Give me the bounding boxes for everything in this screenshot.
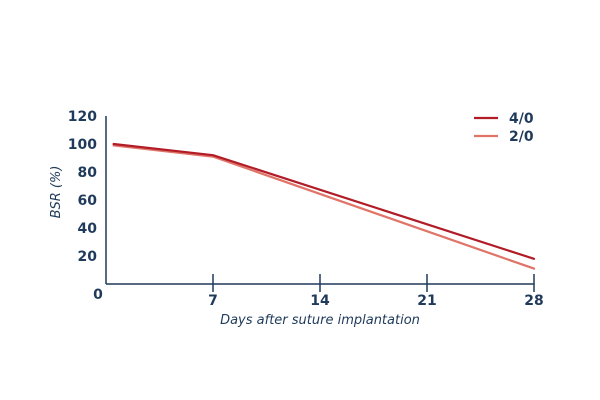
y-tick-label: 100 (68, 137, 97, 153)
series-line-4-0 (112, 142, 536, 260)
y-axis-title: BSR (%) (49, 166, 64, 219)
x-tick-label: 21 (417, 293, 436, 309)
legend-label: 2/0 (509, 129, 534, 145)
series-line-2-0 (112, 144, 536, 270)
x-tick-label: 0 (93, 287, 103, 303)
x-axis-title: Days after suture implantation (220, 313, 420, 328)
y-tick-label: 60 (78, 193, 98, 209)
y-tick-label: 20 (78, 249, 98, 265)
y-tick-label: 40 (78, 221, 98, 237)
legend-label: 4/0 (509, 111, 534, 127)
legend: 4/02/0 (474, 111, 534, 145)
x-tick-label: 7 (208, 293, 218, 309)
y-tick-label: 120 (68, 109, 97, 125)
series-lines (112, 142, 536, 270)
x-tick-label: 14 (310, 293, 330, 309)
y-tick-label: 80 (78, 165, 98, 181)
x-axis-ticks: 0 7 14 21 28 (93, 274, 544, 309)
y-axis-ticks: 20 40 60 80 100 120 (68, 109, 97, 265)
x-tick-label: 28 (524, 293, 543, 309)
